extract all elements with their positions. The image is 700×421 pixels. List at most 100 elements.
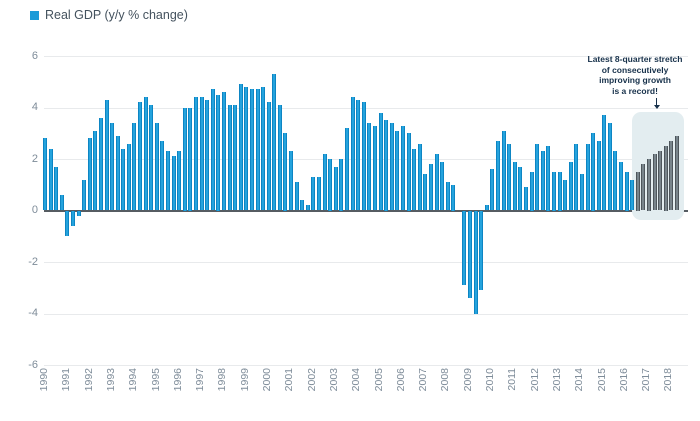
bar (339, 159, 344, 211)
legend-marker-icon (30, 10, 39, 20)
bar (70, 210, 75, 226)
bar (579, 174, 584, 211)
bar (501, 130, 506, 211)
bar (652, 153, 657, 211)
bar (305, 205, 310, 211)
x-tick-label: 2014 (573, 368, 586, 392)
bar (121, 148, 126, 211)
legend: Real GDP (y/y % change) (30, 8, 188, 22)
bar (389, 122, 394, 211)
bar (82, 179, 87, 211)
bar (378, 112, 383, 211)
bar (512, 161, 517, 211)
bar (233, 104, 238, 211)
annotation-arrow-line (656, 98, 657, 105)
bar (210, 89, 215, 211)
bar (221, 92, 226, 211)
bar (630, 179, 635, 211)
y-tick-label: 2 (31, 152, 38, 165)
bar (663, 146, 668, 211)
bar (412, 148, 417, 211)
bar (261, 86, 266, 211)
x-tick-label: 1992 (82, 368, 95, 392)
bar (395, 130, 400, 211)
x-tick-label: 2006 (394, 368, 407, 392)
bar (551, 171, 556, 211)
bar (149, 104, 154, 211)
bar (451, 184, 456, 211)
x-tick-label: 2013 (550, 368, 563, 392)
bar (138, 102, 143, 211)
bar (546, 146, 551, 211)
bar (602, 115, 607, 211)
x-tick-label: 2018 (662, 368, 675, 392)
bar (434, 153, 439, 211)
y-tick-label: 4 (31, 101, 38, 113)
x-tick-label: 1999 (238, 368, 251, 392)
bar (345, 128, 350, 211)
bar (641, 164, 646, 211)
bar (104, 99, 109, 211)
bar (194, 97, 198, 211)
x-tick-label: 2003 (327, 368, 340, 392)
bar (160, 140, 165, 211)
bar (289, 151, 294, 211)
bar (87, 138, 92, 211)
x-tick-label: 1996 (171, 368, 184, 392)
bar (535, 143, 540, 211)
bar (283, 133, 288, 211)
x-tick-label: 2010 (484, 368, 496, 392)
bar (59, 195, 64, 211)
x-tick-label: 2017 (640, 368, 653, 392)
y-tick-label: 0 (31, 204, 38, 216)
y-tick-label: -6 (28, 358, 38, 371)
annotation-arrow-head-icon (653, 105, 660, 109)
bar (635, 171, 640, 211)
bar (244, 86, 249, 211)
y-tick-label: 6 (31, 49, 38, 62)
bar (238, 84, 243, 211)
bar (54, 166, 59, 211)
zero-axis-line (44, 209, 688, 212)
bar (557, 171, 562, 211)
bar (277, 104, 282, 211)
x-tick-label: 2016 (617, 368, 630, 392)
x-tick-label: 2012 (528, 368, 541, 392)
annotation-text: Latest 8-quarter stretch of consecutivel… (587, 54, 683, 96)
x-tick-label: 2015 (595, 368, 608, 392)
x-tick-label: 1995 (149, 368, 162, 392)
bar (607, 122, 612, 211)
bar (568, 161, 573, 211)
bar (188, 107, 193, 211)
bar (322, 153, 327, 211)
bar (468, 210, 473, 299)
bar (154, 122, 159, 211)
bar (166, 151, 171, 211)
bar (428, 164, 433, 211)
bar (43, 138, 47, 211)
x-tick-label: 2001 (283, 368, 296, 392)
bar (596, 140, 601, 211)
x-tick-label: 2008 (439, 368, 452, 392)
bar (445, 182, 450, 211)
bar (361, 102, 366, 211)
bar (624, 171, 629, 211)
bar (350, 97, 355, 211)
gridline (44, 313, 688, 315)
bar (132, 122, 137, 211)
bar (518, 166, 523, 211)
bar (272, 74, 277, 211)
bar (171, 156, 176, 211)
bar (328, 159, 333, 211)
bar (613, 151, 618, 211)
bar (216, 94, 221, 211)
x-tick-label: 2000 (261, 368, 273, 392)
x-tick-label: 1991 (60, 368, 73, 392)
bar (540, 151, 545, 211)
bar (479, 210, 484, 291)
bar (311, 177, 316, 211)
bar (423, 174, 428, 211)
gridline (44, 262, 688, 263)
bar (523, 187, 528, 211)
gridline (44, 107, 688, 109)
